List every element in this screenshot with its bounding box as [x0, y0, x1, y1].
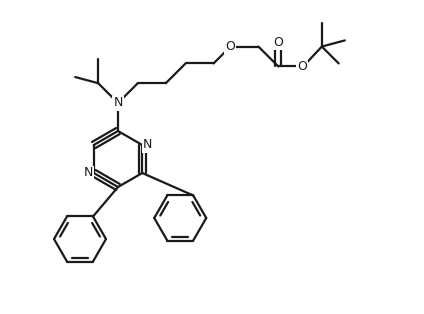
Text: O: O	[297, 60, 307, 73]
Text: N: N	[84, 166, 93, 180]
Text: N: N	[113, 96, 123, 110]
Text: O: O	[273, 36, 283, 49]
Text: O: O	[226, 40, 235, 53]
Text: N: N	[142, 138, 152, 151]
